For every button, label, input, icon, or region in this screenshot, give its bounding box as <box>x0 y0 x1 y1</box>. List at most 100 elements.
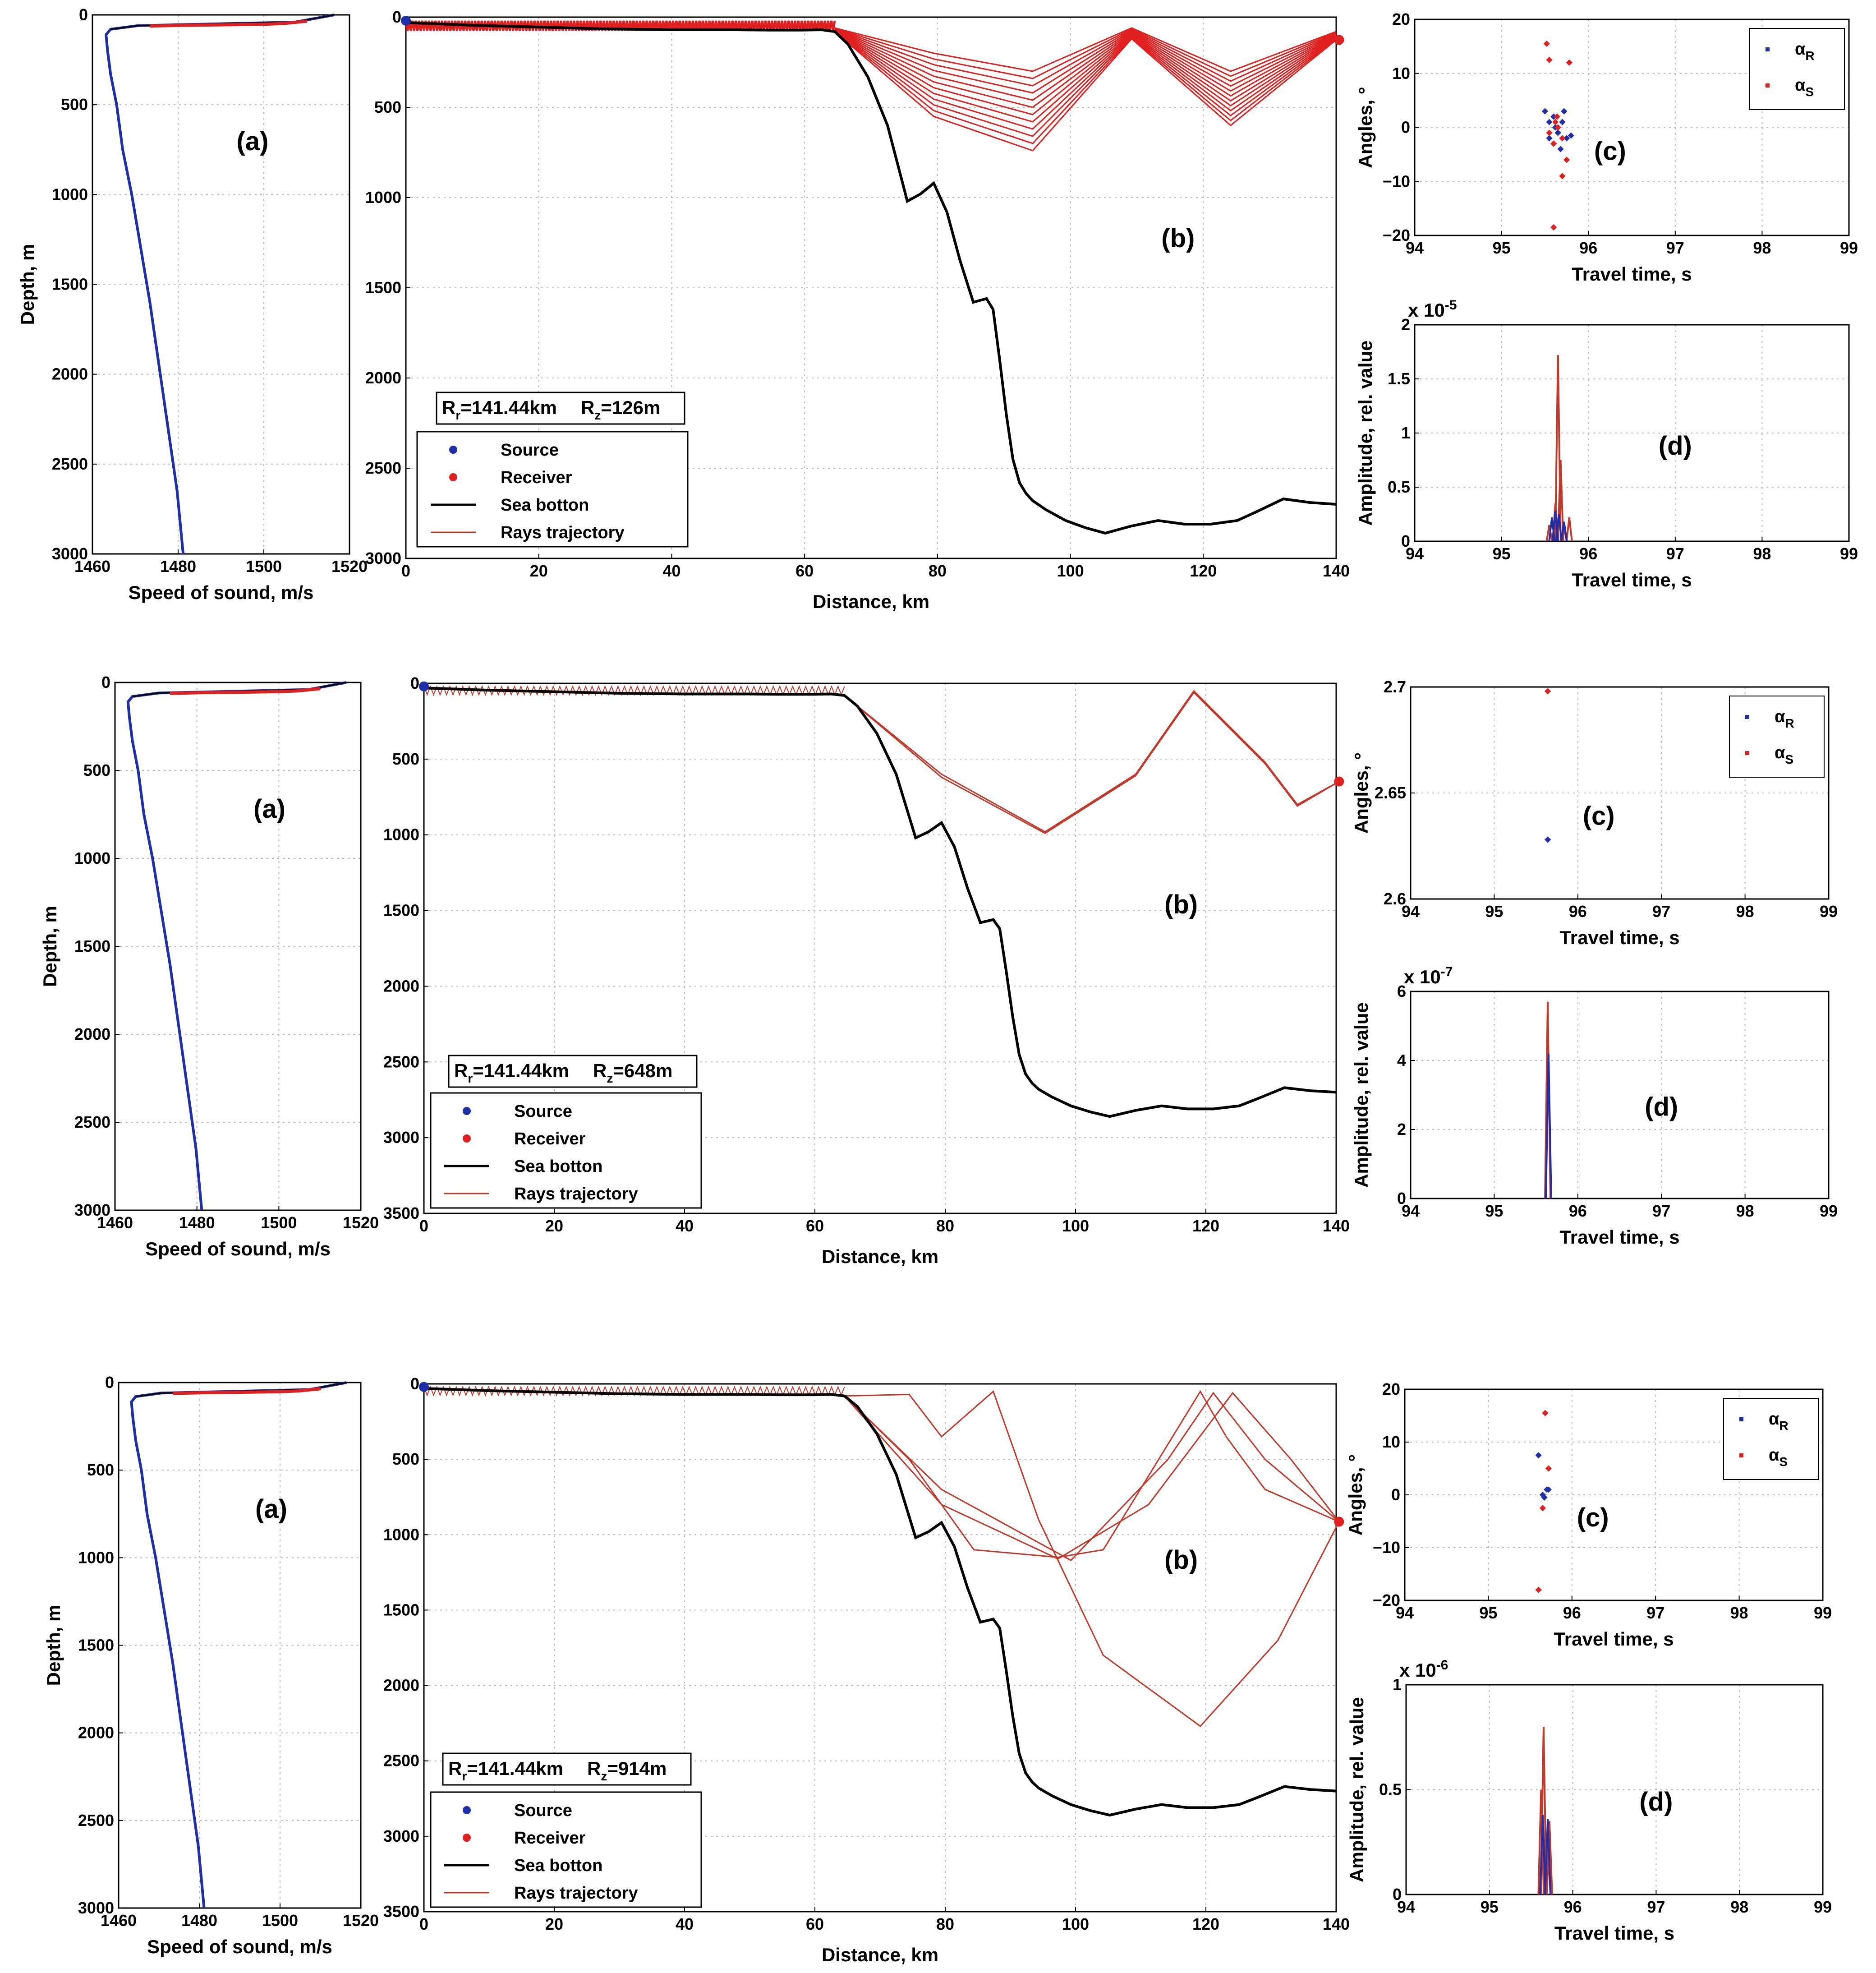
ray-shelf-zigzag <box>405 20 836 31</box>
ray-path <box>834 31 1337 144</box>
y-tick-label: 1000 <box>78 1548 114 1567</box>
exponent-base: x 10 <box>1408 300 1445 321</box>
angle-point <box>1541 108 1548 115</box>
panel-label-d: (d) <box>1645 1092 1678 1121</box>
exponent-base: x 10 <box>1404 966 1441 987</box>
amplitude-panel: 94 95 96 97 98 99 1 0.5 0 x 10-6 (d) Travel time, s… <box>1346 1658 1832 1944</box>
y-tick-label: 2000 <box>74 1025 110 1043</box>
y-tick-label: 2000 <box>52 365 88 383</box>
x-tick-label: 100 <box>1062 1915 1089 1933</box>
x-tick-label: 1460 <box>97 1213 133 1232</box>
legend-entry: Receiver <box>501 468 572 487</box>
y-tick-label: 1000 <box>365 188 401 207</box>
legend-alpha-s-main: α <box>1775 743 1785 762</box>
y-axis-label: Depth, m <box>43 1605 64 1686</box>
y-tick-label: 1000 <box>383 825 419 844</box>
profile-surface-red <box>172 1387 321 1395</box>
x-tick-label: 99 <box>1840 239 1858 257</box>
x-tick-label: 97 <box>1666 544 1684 563</box>
source-marker <box>401 16 411 26</box>
info-depth-value: =126m <box>601 397 660 418</box>
y-tick-label: 500 <box>87 1461 114 1479</box>
info-range-value: =141.44km <box>467 1758 563 1779</box>
y-tick-label: 1000 <box>52 185 88 203</box>
info-range: Rr=141.44km <box>448 1758 563 1783</box>
legend-alpha-r-marker <box>1766 47 1770 51</box>
legend-box <box>430 1092 702 1209</box>
y-tick-label: 0 <box>410 1374 419 1393</box>
angle-point <box>1561 108 1568 115</box>
x-tick-label: 98 <box>1736 902 1754 921</box>
legend-alpha-r: αR <box>1775 707 1794 730</box>
ray-path <box>834 29 1337 108</box>
profile-curve <box>126 681 347 1211</box>
legend-alpha-s-main: α <box>1769 1446 1779 1465</box>
x-axis-label: Speed of sound, m/s <box>145 1238 331 1259</box>
legend-alpha-s: αS <box>1775 743 1793 766</box>
x-tick-label: 96 <box>1579 544 1597 563</box>
sound-speed-profile-panel: 1460 1480 1500 1520 0 500 1000 1500 2000 2500 3000… <box>39 673 379 1259</box>
legend-alpha-r-sub: R <box>1779 1419 1788 1433</box>
x-axis-label: Travel time, s <box>1554 1922 1674 1944</box>
ray-path <box>844 691 1340 834</box>
y-tick-label: −10 <box>1373 1538 1400 1557</box>
ray-trajectory-panel: 0 20 40 60 80 100 120 140 0 500 1000 1500 2000 2500 30… <box>383 674 1350 1267</box>
x-tick-label: 1520 <box>331 557 368 576</box>
legend-alpha-s: αS <box>1795 76 1814 99</box>
legend-alpha-r-main: α <box>1795 40 1805 59</box>
x-tick-label: 1480 <box>160 557 196 576</box>
x-tick-label: 80 <box>936 1915 954 1933</box>
y-tick-label: −20 <box>1373 1591 1400 1609</box>
amplitude-panel: 94 95 96 97 98 99 2 1.5 1 0.5 0 x 10-5 (d) Travel tim… <box>1355 298 1858 590</box>
amplitude-exponent: x 10-6 <box>1399 1658 1448 1681</box>
x-tick-label: 0 <box>419 1217 428 1235</box>
info-depth-main: R <box>581 397 594 418</box>
amplitude-peak <box>1545 1821 1553 1895</box>
panel-label-b: (b) <box>1161 224 1195 253</box>
y-tick-label: 1500 <box>383 901 419 920</box>
amplitude-peak <box>1565 517 1573 542</box>
angle-point <box>1546 56 1553 63</box>
x-tick-label: 94 <box>1397 1898 1415 1916</box>
y-tick-label: 3500 <box>383 1204 419 1222</box>
profile-curve <box>105 14 335 554</box>
x-axis-label: Distance, km <box>813 591 929 612</box>
info-depth-value: =914m <box>607 1758 667 1779</box>
info-depth: Rz=914m <box>587 1758 667 1783</box>
y-tick-label: 2500 <box>365 459 401 477</box>
y-axis-label: Angles, ° <box>1351 752 1372 834</box>
legend-alpha-r-sub: R <box>1805 49 1814 63</box>
y-tick-label: 1500 <box>74 937 110 955</box>
y-tick-label: 3000 <box>74 1201 110 1219</box>
ray-path <box>834 28 1337 79</box>
axes-frame <box>423 1383 1337 1913</box>
panel-label-d: (d) <box>1639 1787 1673 1816</box>
x-tick-label: 94 <box>1402 902 1420 921</box>
x-tick-label: 99 <box>1840 544 1858 563</box>
legend-alpha-s-marker <box>1766 83 1770 88</box>
x-tick-label: 0 <box>401 562 410 580</box>
sea-bottom-line <box>423 687 1337 1118</box>
ray-trajectory-panel: 0 20 40 60 80 100 120 140 0 500 1000 1500 2000 2500 30… <box>365 8 1350 612</box>
x-tick-label: 96 <box>1569 902 1587 921</box>
exponent-base: x 10 <box>1399 1660 1436 1681</box>
y-axis-label: Amplitude, rel. value <box>1346 1697 1367 1882</box>
info-box <box>436 392 685 425</box>
angles-legend-box <box>1729 696 1825 778</box>
y-tick-label: 0.5 <box>1379 1780 1402 1799</box>
x-axis-label: Distance, km <box>822 1246 938 1267</box>
x-tick-label: 98 <box>1753 239 1771 257</box>
panel-label-c: (c) <box>1583 802 1615 831</box>
panel-label-a: (a) <box>253 794 285 824</box>
x-tick-label: 97 <box>1646 1604 1664 1622</box>
y-tick-label: 2500 <box>74 1113 110 1131</box>
y-tick-label: 3000 <box>78 1899 114 1917</box>
angle-point <box>1563 157 1570 163</box>
legend-alpha-s-sub: S <box>1779 1455 1788 1469</box>
y-tick-label: −20 <box>1383 226 1410 244</box>
y-tick-label: 0 <box>410 674 419 692</box>
sea-bottom-line <box>423 1387 1337 1817</box>
legend-entry: Receiver <box>514 1129 586 1148</box>
